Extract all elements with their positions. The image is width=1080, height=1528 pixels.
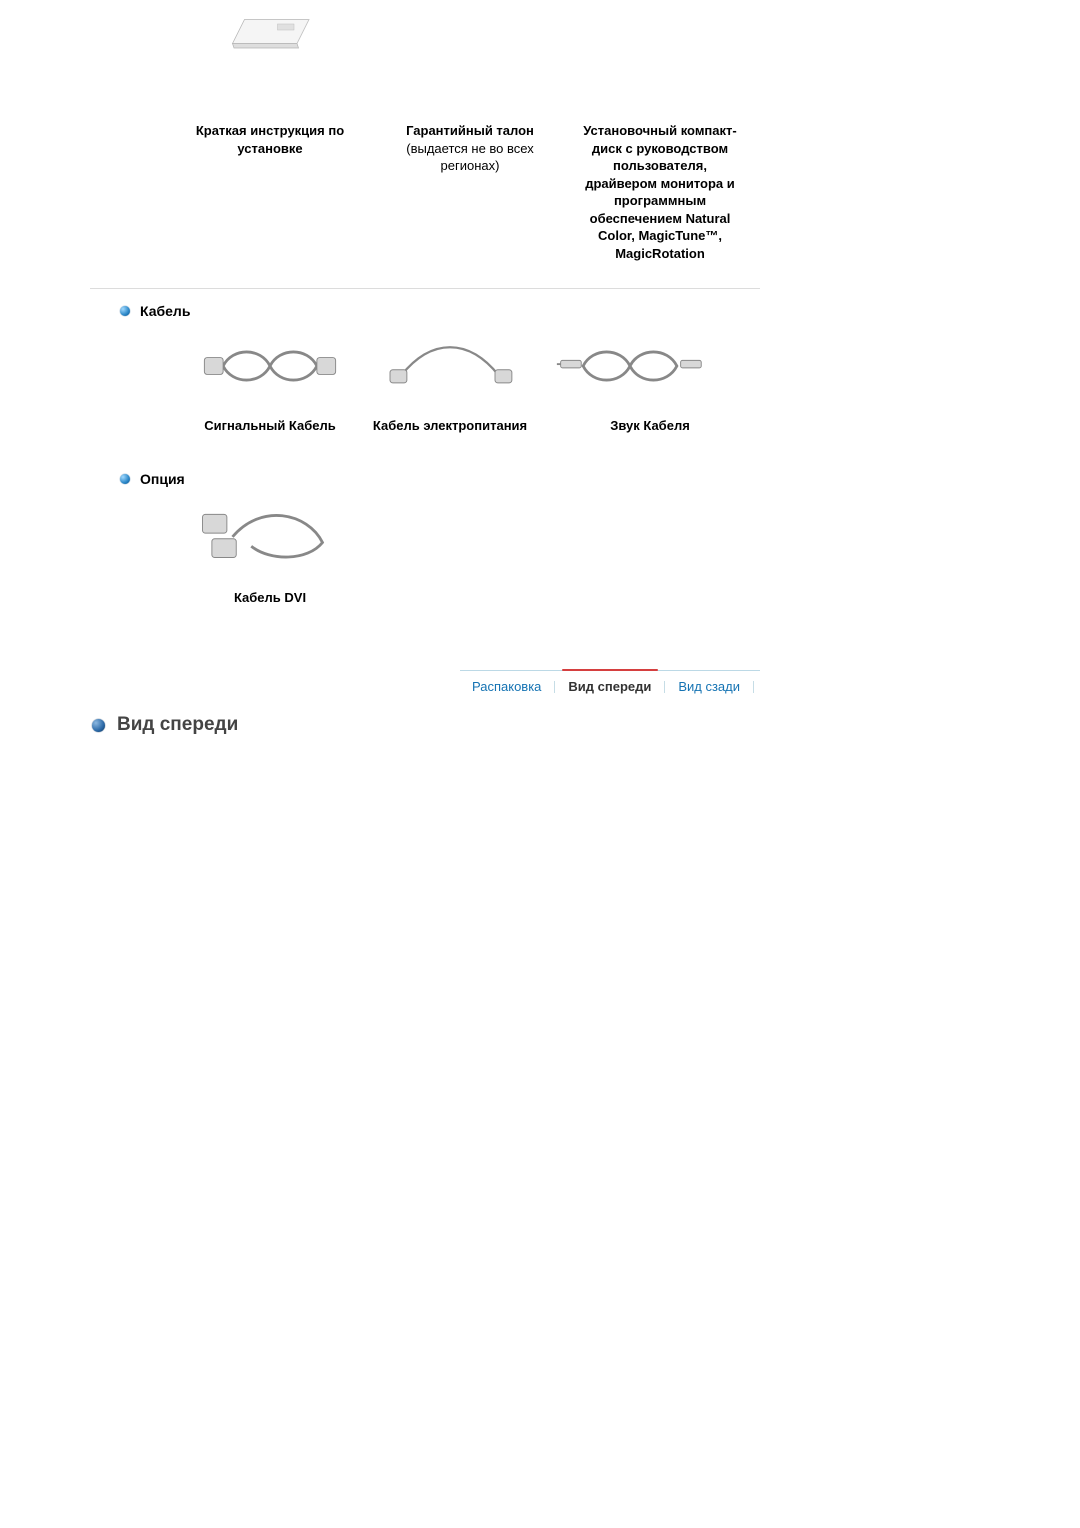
doc-label-2: Установочный компакт-диск с руководством… [570,114,750,270]
bullet-icon [120,306,130,316]
booklet-cell [180,0,360,72]
dvi-cable-icon [195,505,345,565]
section-cable-heading: Кабель [120,303,1080,319]
page-title-row: Вид спереди [92,714,1080,736]
cable-img-1 [360,323,540,409]
option-label-0: Кабель DVI [180,581,360,615]
doc-label-0: Краткая инструкция по установке [180,114,360,165]
signal-cable-icon [195,341,345,391]
cable-images-row [180,323,1080,409]
tab-front-view[interactable]: Вид спереди [562,679,657,694]
cable-label-1: Кабель электропитания [360,409,540,443]
audio-cable-icon [555,341,705,391]
section-option-heading: Опция [120,471,1080,487]
tab-rear-view[interactable]: Вид сзади [672,679,746,694]
tab-unpack[interactable]: Распаковка [466,679,547,694]
booklet-icon [225,8,315,58]
tab-strip: Распаковка Вид спереди Вид сзади [460,670,760,694]
section-cable-text: Кабель [140,303,190,319]
doc-label-1-regular: (выдается не во всех регионах) [406,141,533,174]
cable-label-2: Звук Кабеля [560,409,740,443]
page-title: Вид спереди [117,714,238,736]
docs-labels-row: Краткая инструкция по установке Гарантий… [180,114,1080,270]
tab-divider-icon [753,681,754,693]
cable-labels-row: Сигнальный Кабель Кабель электропитания … [180,409,1080,443]
doc-label-2-bold: Установочный компакт-диск с руководством… [583,123,736,261]
bullet-large-icon [92,719,105,732]
doc-label-1: Гарантийный талон (выдается не во всех р… [380,114,560,183]
bullet-icon [120,474,130,484]
docs-empty-2 [540,0,720,16]
power-cable-icon [375,341,525,391]
tab-divider-icon [554,681,555,693]
doc-label-1-bold: Гарантийный талон [406,123,534,138]
docs-images-row [180,0,1080,72]
cable-label-0: Сигнальный Кабель [180,409,360,443]
cable-img-0 [180,323,360,409]
doc-label-0-bold: Краткая инструкция по установке [196,123,344,156]
docs-empty-1 [360,0,540,16]
option-images-row [180,491,1080,581]
option-labels-row: Кабель DVI [180,581,1080,615]
option-img-0 [180,491,360,581]
cable-img-2 [540,323,720,409]
divider-1 [90,288,760,289]
section-option-text: Опция [140,471,185,487]
tab-divider-icon [664,681,665,693]
